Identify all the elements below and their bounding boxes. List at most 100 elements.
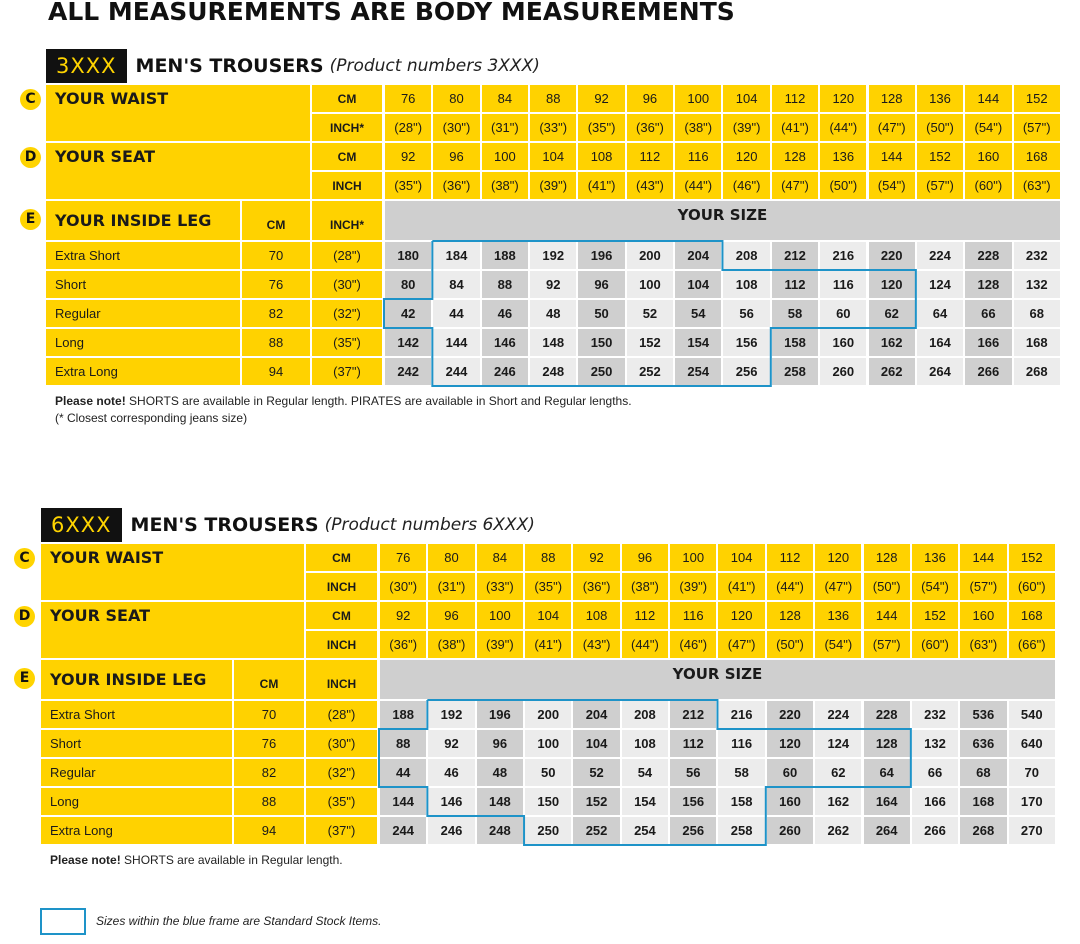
size-cell: 56 (670, 759, 717, 786)
seat-cm-value: 160 (965, 143, 1012, 170)
product-title: MEN'S TROUSERS (135, 55, 324, 77)
size-cell: 266 (965, 358, 1012, 385)
size-cell: 162 (815, 788, 862, 815)
waist-inch-value: (57") (1013, 114, 1060, 141)
inside-leg-unit-inch: INCH (306, 660, 377, 699)
size-cell: 52 (573, 759, 620, 786)
leg-length-label: Long (41, 788, 232, 815)
seat-inch-value: (38") (481, 172, 529, 199)
size-cell: 48 (476, 759, 524, 786)
size-cell: 54 (621, 759, 669, 786)
size-cell: 262 (868, 358, 915, 385)
seat-inch-value: (47") (718, 631, 765, 658)
leg-length-cm: 82 (234, 759, 304, 786)
note-bold: Please note! (55, 394, 126, 408)
waist-cm-value: 84 (481, 85, 529, 112)
seat-cm-value: 100 (476, 602, 524, 629)
leg-length-inch: (28") (312, 242, 382, 269)
seat-cm-value: 108 (578, 143, 625, 170)
leg-length-label: Extra Short (46, 242, 240, 269)
size-cell: 68 (960, 759, 1007, 786)
your-size-header: YOUR SIZE (385, 201, 1060, 240)
leg-length-cm: 94 (242, 358, 310, 385)
leg-length-label: Short (41, 730, 232, 757)
note-text: SHORTS are available in Regular length. (120, 853, 343, 867)
waist-inch-value: (44") (766, 573, 814, 600)
waist-inch-value: (54") (965, 114, 1012, 141)
waist-unit-cm: CM (306, 544, 377, 571)
size-cell: 260 (766, 817, 814, 844)
size-cell: 62 (868, 300, 915, 327)
size-cell: 540 (1008, 701, 1055, 728)
size-cell: 100 (626, 271, 674, 298)
seat-cm-value: 104 (530, 143, 577, 170)
seat-label: YOUR SEAT (46, 143, 310, 199)
seat-inch-value: (60") (911, 631, 959, 658)
seat-inch-value: (46") (670, 631, 717, 658)
leg-length-cm: 94 (234, 817, 304, 844)
leg-length-inch: (32") (312, 300, 382, 327)
size-cell: 92 (428, 730, 475, 757)
size-cell: 62 (815, 759, 862, 786)
size-cell: 148 (476, 788, 524, 815)
waist-cm-value: 84 (476, 544, 524, 571)
size-cell: 52 (626, 300, 674, 327)
size-cell: 216 (820, 242, 867, 269)
size-cell: 68 (1013, 300, 1060, 327)
size-cell: 80 (385, 271, 432, 298)
size-cell: 256 (670, 817, 717, 844)
waist-inch-value: (36") (626, 114, 674, 141)
size-cell: 244 (433, 358, 480, 385)
size-cell: 128 (965, 271, 1012, 298)
size-cell: 132 (911, 730, 959, 757)
leg-length-inch: (30") (306, 730, 377, 757)
seat-inch-value: (43") (626, 172, 674, 199)
waist-cm-value: 80 (433, 85, 480, 112)
seat-inch-value: (43") (573, 631, 620, 658)
size-cell: 66 (911, 759, 959, 786)
inside-leg-letter-badge: E (14, 668, 35, 689)
leg-length-inch: (32") (306, 759, 377, 786)
size-cell: 104 (573, 730, 620, 757)
waist-cm-value: 80 (428, 544, 475, 571)
size-cell: 84 (433, 271, 480, 298)
main-title: ALL MEASUREMENTS ARE BODY MEASUREMENTS (48, 0, 735, 26)
size-cell: 60 (766, 759, 814, 786)
seat-letter-badge: D (20, 147, 41, 168)
size-cell: 70 (1008, 759, 1055, 786)
waist-cm-value: 92 (573, 544, 620, 571)
size-cell: 44 (433, 300, 480, 327)
leg-length-cm: 82 (242, 300, 310, 327)
size-cell: 144 (380, 788, 427, 815)
leg-length-inch: (37") (306, 817, 377, 844)
product-subtitle: (Product numbers 3XXX) (329, 56, 540, 76)
leg-length-label: Short (46, 271, 240, 298)
seat-cm-value: 152 (916, 143, 964, 170)
seat-inch-value: (36") (380, 631, 427, 658)
size-cell: 162 (868, 329, 915, 356)
inside-leg-unit-cm: CM (234, 660, 304, 699)
waist-cm-value: 152 (1013, 85, 1060, 112)
waist-cm-value: 88 (530, 85, 577, 112)
size-cell: 58 (771, 300, 819, 327)
size-cell: 252 (626, 358, 674, 385)
seat-cm-value: 152 (911, 602, 959, 629)
waist-inch-value: (47") (868, 114, 915, 141)
waist-inch-value: (47") (815, 573, 862, 600)
jeans-size-note: (* Closest corresponding jeans size) (55, 411, 248, 425)
leg-length-inch: (35") (306, 788, 377, 815)
seat-inch-value: (39") (530, 172, 577, 199)
leg-length-label: Extra Long (41, 817, 232, 844)
size-cell: 262 (815, 817, 862, 844)
waist-cm-value: 120 (815, 544, 862, 571)
size-cell: 200 (525, 701, 572, 728)
size-cell: 96 (476, 730, 524, 757)
seat-inch-value: (41") (525, 631, 572, 658)
product-subtitle: (Product numbers 6XXX) (324, 515, 535, 535)
size-cell: 60 (820, 300, 867, 327)
size-cell: 142 (385, 329, 432, 356)
waist-unit-inch: INCH (306, 573, 377, 600)
leg-length-label: Long (46, 329, 240, 356)
seat-cm-value: 112 (621, 602, 669, 629)
size-cell: 168 (960, 788, 1007, 815)
